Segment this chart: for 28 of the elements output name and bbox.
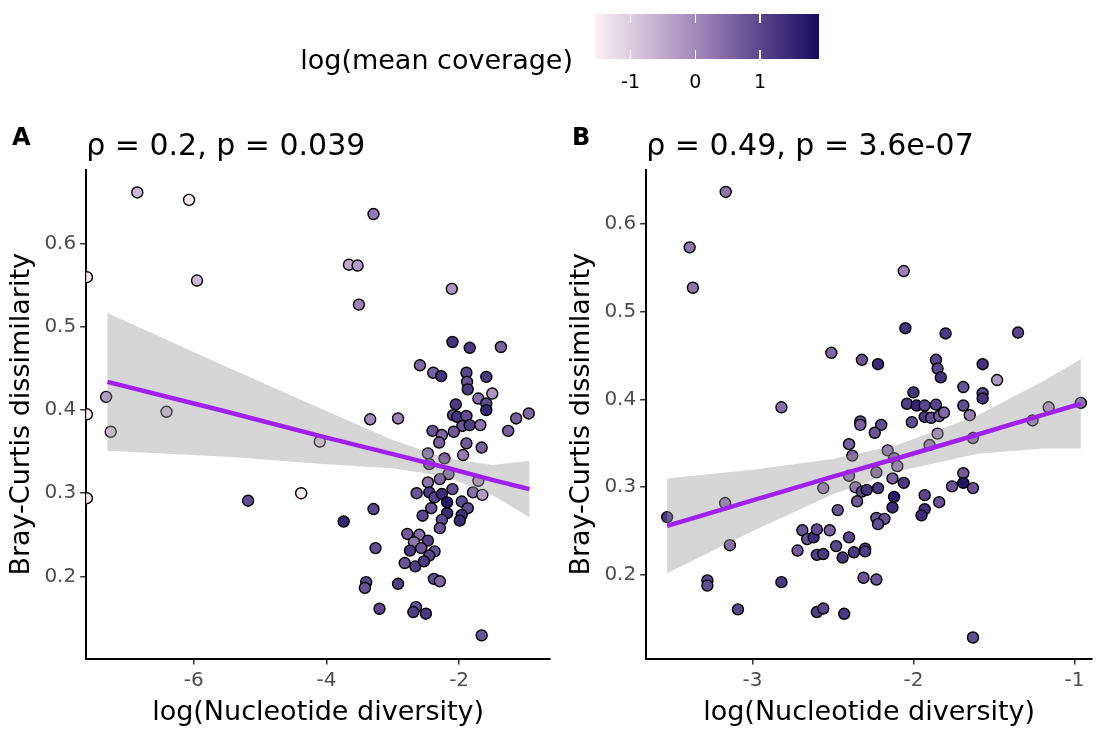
color-bar-label: 1 [754,70,767,92]
x-tick-label: -6 [183,666,204,691]
x-tick-label: -3 [742,666,763,691]
y-tick-label: 0.6 [604,209,637,234]
y-tick-label: 0.5 [44,313,77,338]
chart-title: ρ = 0.49, p = 3.6e-07 [646,127,974,162]
color-bar-title: log(mean coverage) [300,44,573,75]
y-axis-title: Bray-Curtis dissimilarity [564,253,596,576]
x-tick-label: -2 [903,666,924,691]
x-axis-title: log(Nucleotide diversity) [703,694,1036,726]
y-tick-label: 0.4 [604,385,637,410]
x-axis-title: log(Nucleotide diversity) [152,694,485,726]
x-tick-label: -2 [449,666,470,691]
y-tick-label: 0.4 [44,396,77,421]
color-bar-label: 0 [689,70,702,92]
y-tick-label: 0.3 [604,473,637,498]
y-tick-label: 0.5 [604,297,637,322]
y-tick-label: 0.6 [44,230,77,255]
y-tick-label: 0.2 [44,562,77,587]
chart-title: ρ = 0.2, p = 0.039 [86,127,366,162]
x-tick-label: -4 [316,666,337,691]
text: A [12,123,31,151]
x-tick-label: -1 [1064,666,1085,691]
y-tick-label: 0.2 [604,561,637,586]
y-axis-title: Bray-Curtis dissimilarity [4,253,36,576]
y-tick-label: 0.3 [44,479,77,504]
text: B [572,123,591,151]
color-bar-label: -1 [621,70,641,92]
